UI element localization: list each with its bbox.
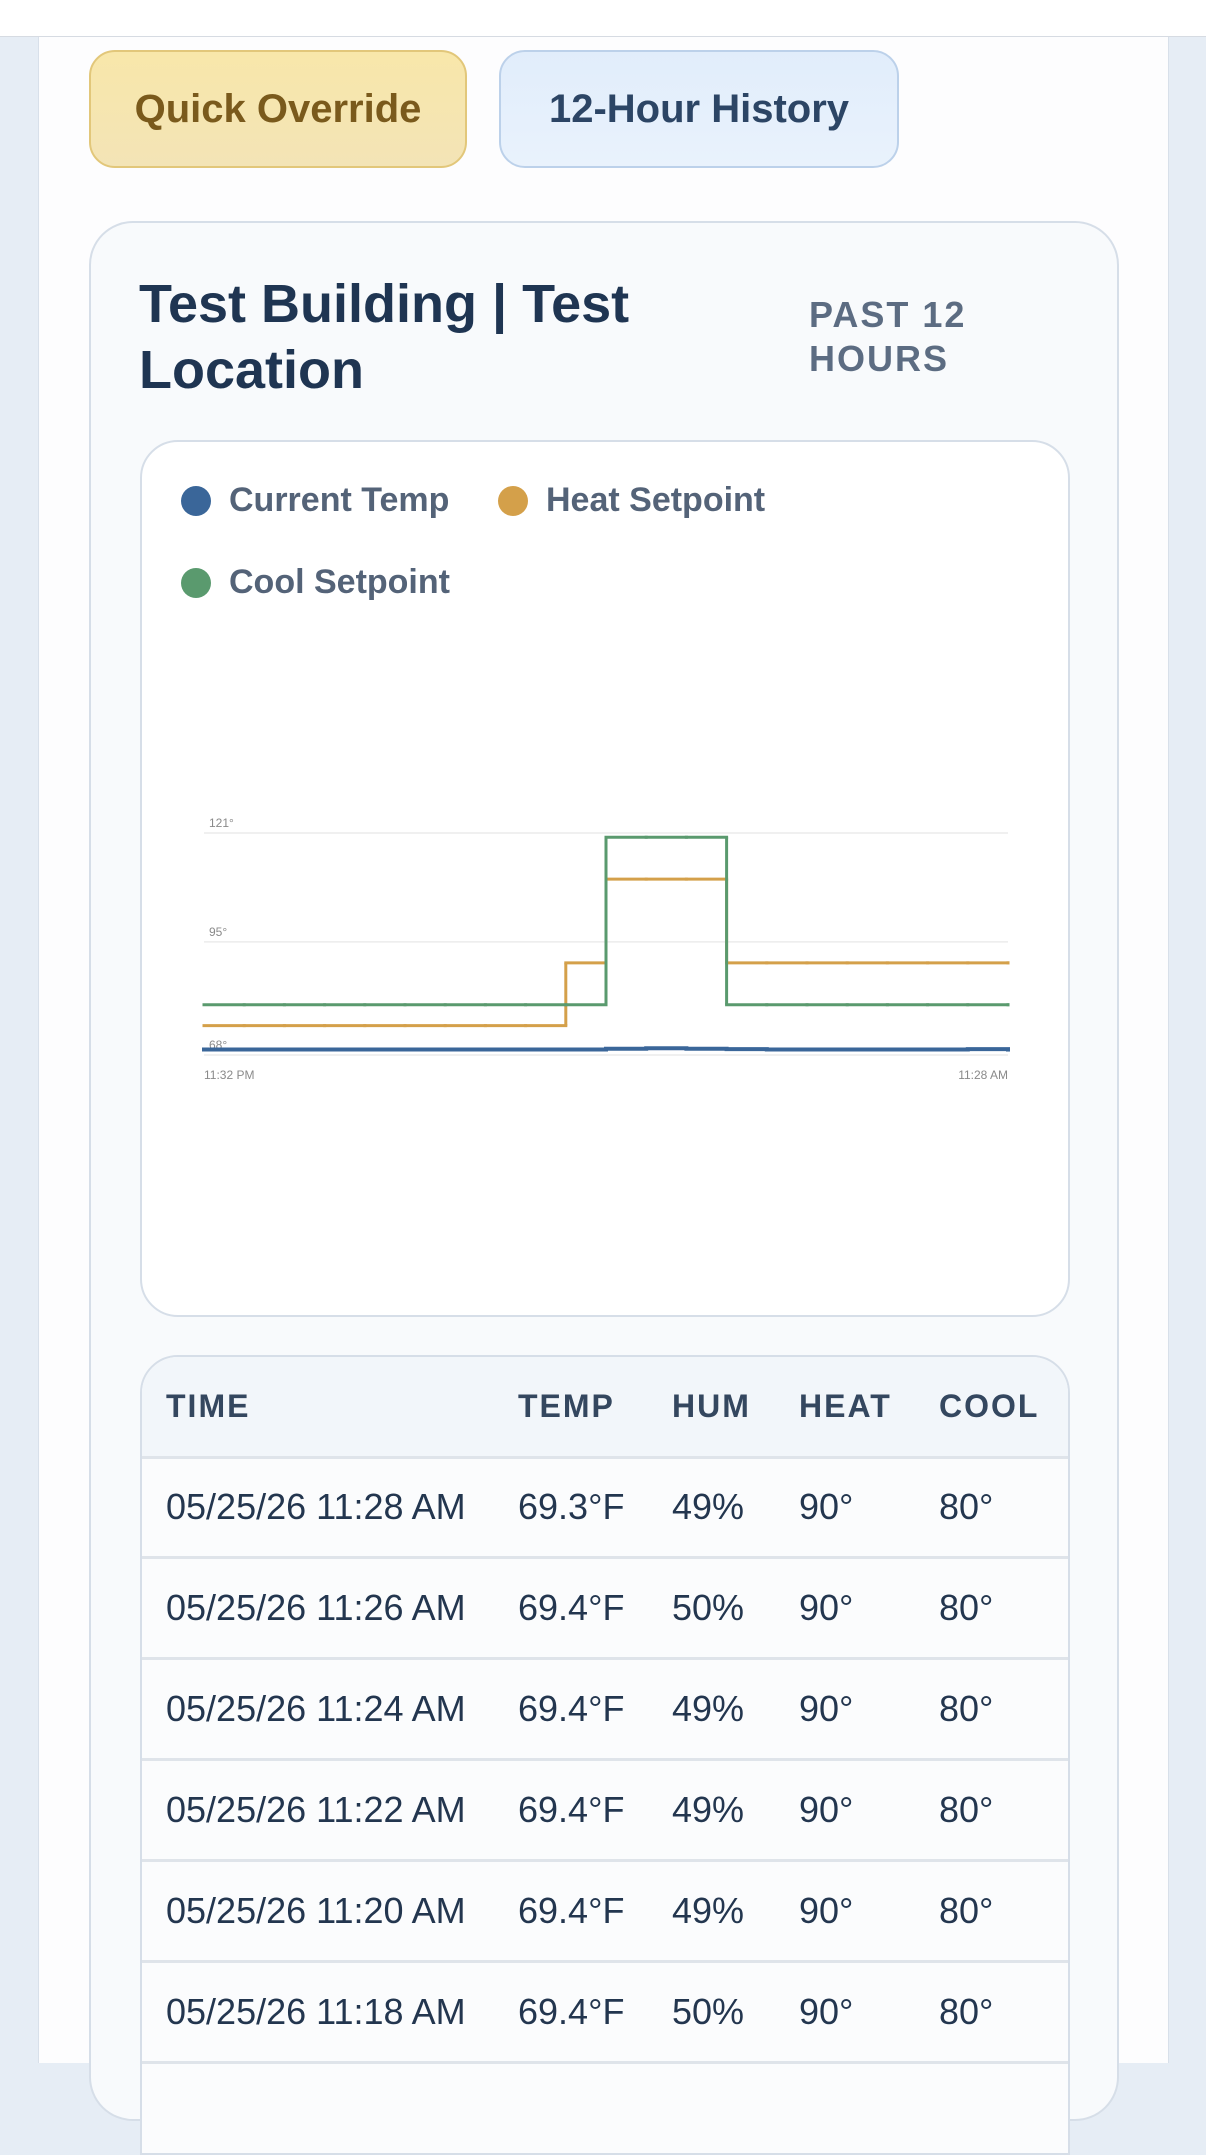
table-cell: 69.4°F xyxy=(518,1788,625,1830)
table-cell: 05/25/26 11:18 AM xyxy=(166,1990,466,2032)
table-row: 05/25/26 11:26 AM 69.4°F 50% 90° 80° xyxy=(142,1558,1068,1660)
table-cell: 90° xyxy=(799,1485,854,1527)
table-row: 05/25/26 11:18 AM 69.4°F 50% 90° 80° xyxy=(142,1962,1068,2064)
x-tick-label: 11:32 PM xyxy=(204,1068,254,1082)
card-title: Test Building | Test Location xyxy=(139,274,630,400)
y-tick-label: 121° xyxy=(209,816,234,830)
quick-override-button[interactable]: Quick Override xyxy=(89,50,467,168)
table-cell: 90° xyxy=(799,1687,854,1729)
header-cell: HUM xyxy=(672,1388,751,1424)
table-row: 05/25/26 11:28 AM 69.3°F 49% 90° 80° xyxy=(142,1457,1068,1559)
header-cell: COOL xyxy=(939,1388,1040,1424)
table-cell: 50% xyxy=(672,1990,745,2032)
table-row: 05/25/26 11:24 AM 69.4°F 49% 90° 80° xyxy=(142,1659,1068,1761)
x-tick-label: 11:28 AM xyxy=(958,1068,1008,1082)
table-header: TIME TEMP HUM HEAT COOL xyxy=(142,1357,1068,1459)
table-cell: 69.3°F xyxy=(518,1485,625,1527)
table-cell: 80° xyxy=(939,1586,994,1628)
table-cell: 49% xyxy=(672,1889,745,1931)
table-cell: 49% xyxy=(672,1485,745,1527)
table-cell: 80° xyxy=(939,1485,994,1527)
main-column: Quick Override 12-Hour History Test Buil… xyxy=(38,37,1169,2155)
table-cell: 05/25/26 11:28 AM xyxy=(166,1485,466,1527)
table-cell: 49% xyxy=(672,1687,745,1729)
table-cell: 69.4°F xyxy=(518,1990,625,2032)
table-cell: 90° xyxy=(799,1889,854,1931)
history-card: Test Building | Test Location PAST 12 HO… xyxy=(89,221,1119,2155)
legend-dot xyxy=(181,486,211,516)
y-tick-label: 95° xyxy=(209,925,227,939)
legend-label: Current Temp xyxy=(229,481,449,519)
table-cell: 05/25/26 11:22 AM xyxy=(166,1788,466,1830)
table-cell: 80° xyxy=(939,1788,994,1830)
legend-dot xyxy=(498,486,528,516)
table-cell: 90° xyxy=(799,1990,854,2032)
header-cell: HEAT xyxy=(799,1388,892,1424)
top-bar xyxy=(0,0,1206,37)
table-cell: 49% xyxy=(672,1788,745,1830)
table-cell: 69.4°F xyxy=(518,1586,625,1628)
table-cell: 05/25/26 11:26 AM xyxy=(166,1586,466,1628)
table-cell: 90° xyxy=(799,1586,854,1628)
table-cell: 90° xyxy=(799,1788,854,1830)
chart-box: Current Temp Heat Setpoint Cool Setpoint 68… xyxy=(140,440,1070,1317)
table-cell: 80° xyxy=(939,1990,994,2032)
history-table: TIME TEMP HUM HEAT COOL 05/25/26 11:28 AM 69.3… xyxy=(140,1355,1070,2155)
legend-dot xyxy=(181,568,211,598)
table-row: 05/25/26 11:20 AM 69.4°F 49% 90° 80° xyxy=(142,1861,1068,1963)
table-cell: 69.4°F xyxy=(518,1687,625,1729)
table-cell: 05/25/26 11:24 AM xyxy=(166,1687,466,1729)
history-button[interactable]: 12-Hour History xyxy=(499,50,899,168)
table-cell: 80° xyxy=(939,1687,994,1729)
table-cell: 05/25/26 11:20 AM xyxy=(166,1889,466,1931)
table-row: 05/25/26 11:22 AM 69.4°F 49% 90° 80° xyxy=(142,1760,1068,1862)
header-cell: TIME xyxy=(166,1388,251,1424)
table-cell: 50% xyxy=(672,1586,745,1628)
table-cell: 69.4°F xyxy=(518,1889,625,1931)
header-cell: TEMP xyxy=(518,1388,615,1424)
legend-label: Heat Setpoint xyxy=(546,481,765,519)
card-subtitle: PAST 12 HOURS xyxy=(809,294,967,379)
table-cell: 80° xyxy=(939,1889,994,1931)
legend-label: Cool Setpoint xyxy=(229,563,450,601)
